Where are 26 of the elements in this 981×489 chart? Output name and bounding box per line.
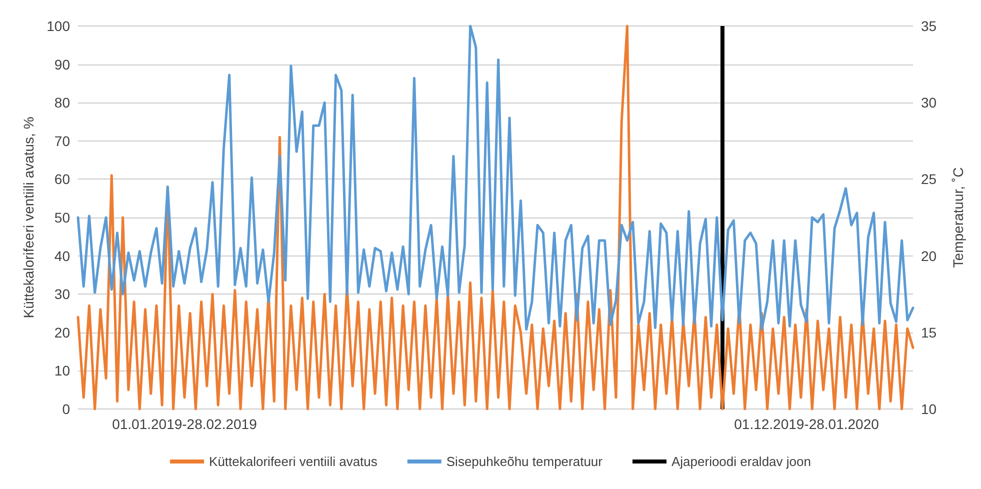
y-tick-label: 20	[54, 324, 70, 340]
y2-tick-label: 15	[921, 324, 937, 340]
x-tick-label: 01.01.2019-28.02.2019	[112, 416, 258, 432]
y-tick-label: 0	[62, 401, 70, 417]
y-axis-title: Küttekalorifeeri ventiili avatus, %	[20, 116, 37, 318]
y2-tick-label: 30	[921, 94, 937, 111]
line-series	[76, 24, 914, 331]
legend-label: Küttekalorifeeri ventiili avatus	[209, 454, 378, 469]
x-tick-label: 01.12.2019-28.01.2020	[734, 416, 880, 432]
legend-label: Sisepuhkeõhu temperatuur	[446, 454, 604, 469]
y-tick-label: 80	[54, 94, 70, 111]
y2-tick-label: 20	[921, 248, 937, 264]
y-tick-label: 30	[54, 286, 70, 302]
y-tick-label: 60	[54, 171, 70, 188]
y-tick-label: 90	[54, 56, 70, 72]
y2-axis-title: Temperatuur, ˚C	[950, 167, 966, 268]
y-tick-label: 10	[54, 362, 70, 379]
y2-tick-label: 10	[921, 401, 937, 417]
y-tick-label: 100	[46, 18, 70, 34]
line-series	[76, 24, 914, 410]
y2-tick-label: 25	[921, 171, 937, 188]
y-tick-label: 40	[54, 248, 70, 264]
legend-label: Ajaperioodi eraldav joon	[671, 454, 811, 469]
y-tick-label: 50	[54, 210, 70, 226]
y2-tick-label: 35	[921, 18, 937, 34]
y-tick-label: 70	[54, 132, 70, 149]
